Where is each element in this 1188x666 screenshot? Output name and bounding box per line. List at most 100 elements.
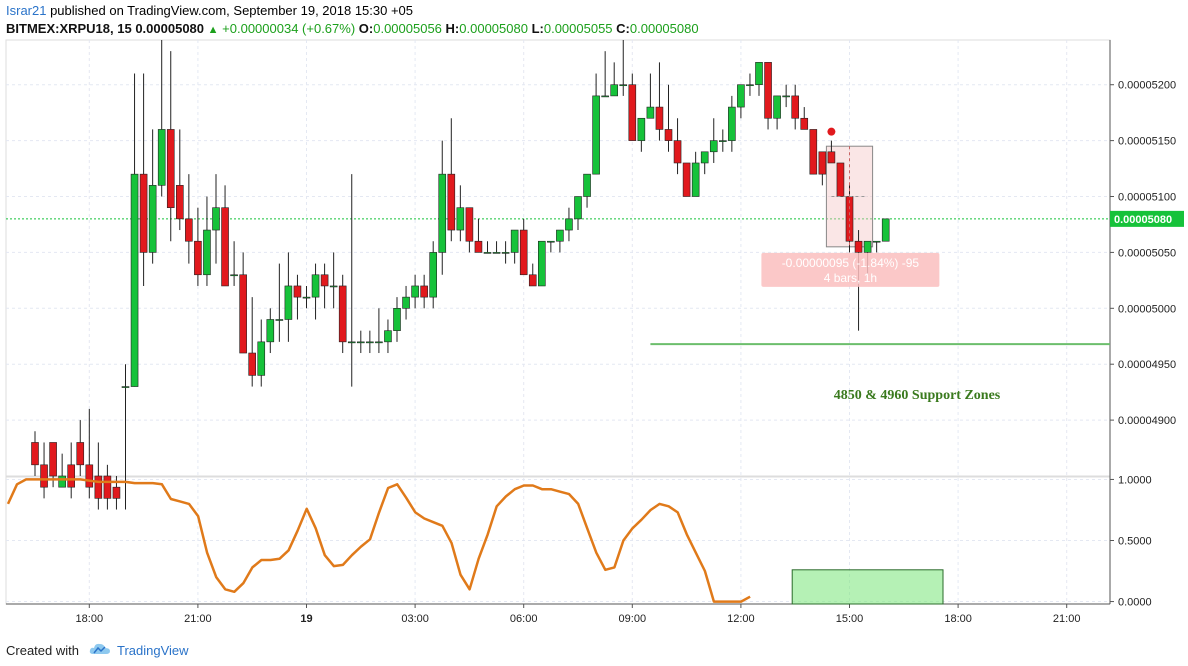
last-price: 0.00005080 [135,21,205,36]
candle [58,475,66,488]
candle [203,229,211,276]
candle [76,442,85,466]
y-tick-label: 0.00004950 [1118,359,1176,371]
candle [166,129,175,208]
tradingview-link[interactable]: TradingView [116,642,189,658]
candle [338,285,347,343]
candle [393,308,401,331]
candle [429,252,438,298]
candle [809,129,818,175]
candle [818,151,827,175]
candle [728,106,736,141]
candle [474,240,483,253]
candle [375,341,383,344]
candle [601,95,609,98]
candle [872,240,881,243]
candle [565,218,573,231]
candle [112,486,121,499]
candle [863,240,872,253]
x-tick-label: 15:00 [836,613,864,625]
candle [266,319,275,343]
osc-y-tick-label: 0.5000 [1118,536,1152,548]
candle [275,319,284,321]
candle [574,196,582,220]
candle [284,285,293,320]
x-tick-label: 03:00 [401,613,429,625]
candle [646,106,655,119]
high-label: H: [445,21,460,36]
chart-header: Israr21 published on TradingView.com, Se… [6,2,1106,39]
x-tick-label: 21:00 [184,613,212,625]
candle [854,240,863,253]
close-label: C: [616,21,630,36]
candle [347,341,356,344]
y-tick-label: 0.00005050 [1118,247,1176,259]
candle [700,151,709,164]
x-tick-label: 18:00 [944,613,972,625]
candle [85,464,94,488]
candle [230,274,238,277]
y-tick-label: 0.00004900 [1118,415,1176,427]
candle [176,185,184,220]
oscillator-highlight-box[interactable] [791,569,944,605]
open-value: 0.00005056 [373,21,442,36]
y-tick-label: 0.00005200 [1118,80,1176,92]
candle [384,330,392,343]
candle [302,296,311,299]
candle [547,240,555,243]
candle [709,140,718,153]
candle [537,240,546,287]
x-tick-label: 06:00 [510,613,538,625]
candle [673,140,682,164]
measure-label-box [761,252,940,287]
candle [773,95,781,119]
candle [185,218,193,242]
candle [94,475,103,499]
candle [782,95,790,98]
candle [655,106,664,130]
candle [194,240,202,276]
candle [366,341,374,344]
candle [764,62,772,119]
candle [637,117,646,141]
x-tick-label: 18:00 [76,613,104,625]
high-value: 0.00005080 [459,21,528,36]
candle [130,173,139,387]
candle [148,185,157,253]
candle [556,229,564,242]
oscillator-line [6,478,751,603]
candle [103,475,112,499]
candle [836,162,845,197]
candle [592,95,600,175]
candle [411,285,419,298]
price-pane[interactable] [5,39,1111,477]
osc-y-tick-label: 1.0000 [1118,474,1152,486]
candle [402,296,410,309]
candle [121,386,130,388]
ohlc-line: BITMEX:XRPU18, 15 0.00005080 ▲ +0.000000… [6,20,1106,39]
candle [682,162,691,197]
created-with-text: Created with [6,642,79,658]
candle [447,173,456,231]
author-link[interactable]: Israr21 [6,3,47,18]
candle [49,442,57,477]
candle [329,285,338,288]
publish-line: Israr21 published on TradingView.com, Se… [6,2,1106,20]
low-value: 0.00005055 [543,21,613,36]
candle [157,129,166,186]
y-tick-label: 0.00005000 [1118,303,1176,315]
footer: Created with TradingView [6,638,189,662]
candle [746,84,754,87]
candle [718,140,727,142]
candle [212,207,220,231]
up-arrow-icon: ▲ [207,24,219,36]
candle [31,442,39,466]
candle [501,252,510,254]
candle [456,207,465,231]
candle [755,62,763,86]
candle [320,274,329,287]
tradingview-logo-icon [89,642,111,659]
measure-label-line2: 4 bars, 1h [824,271,877,285]
candle [221,207,229,287]
